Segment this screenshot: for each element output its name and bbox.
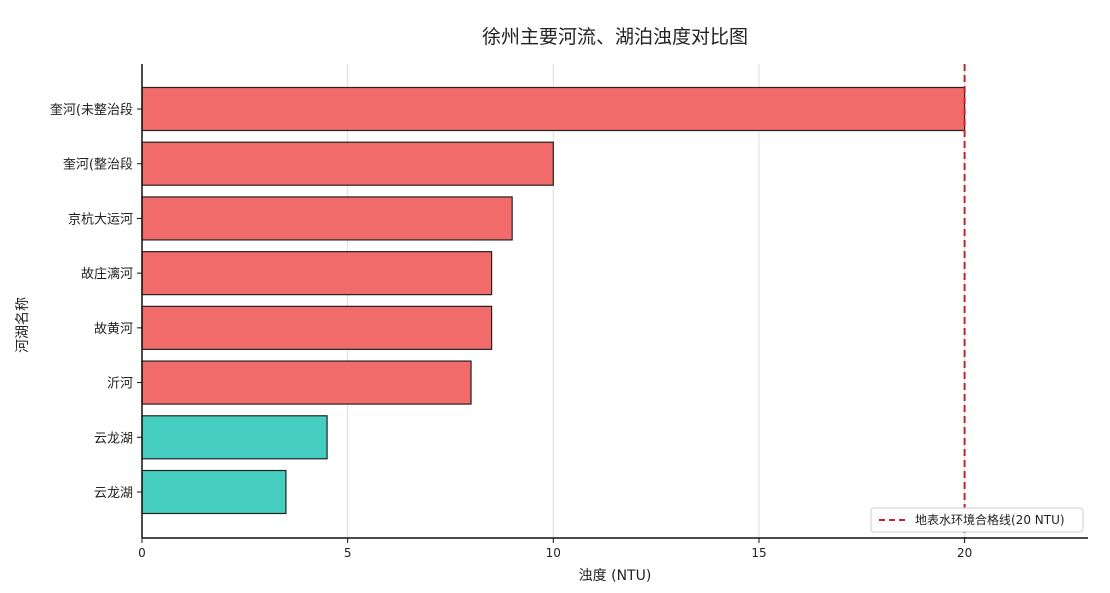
axes bbox=[141, 64, 1088, 539]
x-axis-label: 浊度 (NTU) bbox=[579, 568, 652, 584]
y-category-label: 京杭大运河 bbox=[68, 212, 133, 227]
bar bbox=[141, 415, 328, 460]
bar bbox=[141, 305, 493, 350]
x-tick-label: 20 bbox=[957, 546, 972, 560]
y-category-label: 奎河(未整治段 bbox=[50, 103, 133, 118]
y-category-label: 云龙湖 bbox=[94, 431, 133, 446]
x-ticks: 0 5 10 15 20 bbox=[138, 538, 972, 560]
x-tick-label: 10 bbox=[546, 546, 561, 560]
x-tick-label: 5 bbox=[344, 546, 352, 560]
legend-label: 地表水环境合格线(20 NTU) bbox=[915, 512, 1065, 527]
gridlines bbox=[347, 64, 966, 538]
bar bbox=[141, 196, 513, 241]
x-tick-label: 0 bbox=[138, 546, 146, 560]
legend-box bbox=[870, 507, 1084, 533]
bar bbox=[141, 141, 554, 186]
bar bbox=[141, 86, 966, 132]
y-axis-label: 河湖名称 bbox=[15, 297, 31, 353]
y-category-label: 故庄漓河 bbox=[81, 266, 133, 282]
y-category-label: 奎河(整治段 bbox=[63, 158, 133, 173]
y-category-label: 故黄河 bbox=[94, 322, 133, 337]
bars bbox=[141, 86, 966, 515]
bar bbox=[141, 469, 287, 515]
chart-title: 徐州主要河流、湖泊浊度对比图 bbox=[482, 26, 748, 48]
legend: 地表水环境合格线(20 NTU) bbox=[870, 507, 1084, 533]
y-category-label: 沂河 bbox=[107, 377, 133, 392]
x-tick-label: 15 bbox=[751, 546, 766, 560]
bar bbox=[141, 360, 472, 405]
y-category-label: 云龙湖 bbox=[94, 486, 133, 501]
bar bbox=[141, 251, 493, 296]
